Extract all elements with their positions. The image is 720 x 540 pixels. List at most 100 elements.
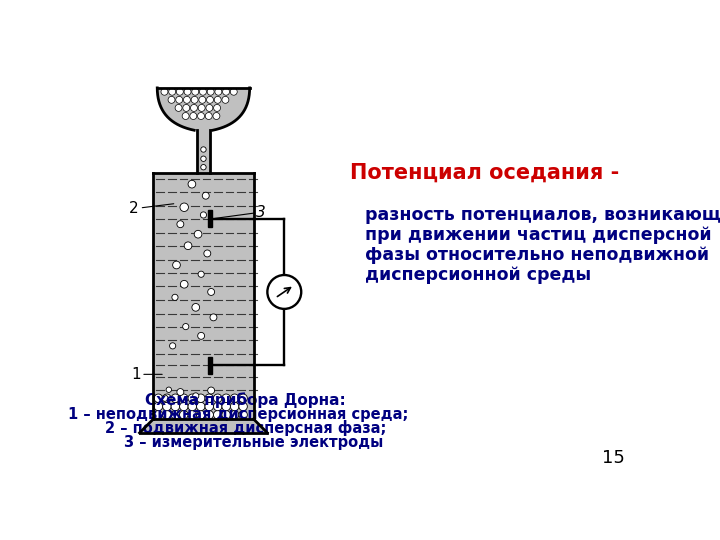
Text: 3: 3 (256, 205, 266, 220)
Circle shape (168, 88, 176, 95)
Circle shape (154, 394, 163, 402)
Circle shape (222, 88, 230, 95)
Circle shape (198, 104, 205, 111)
Circle shape (194, 231, 202, 238)
Circle shape (171, 394, 179, 402)
Circle shape (206, 104, 213, 111)
Circle shape (207, 96, 214, 103)
Circle shape (154, 410, 163, 419)
Circle shape (184, 88, 191, 95)
Bar (207, 356, 212, 374)
Text: 2: 2 (130, 201, 139, 217)
Circle shape (188, 394, 197, 402)
Circle shape (205, 402, 213, 411)
Circle shape (180, 203, 189, 212)
Circle shape (199, 96, 206, 103)
Circle shape (213, 112, 220, 119)
Circle shape (213, 394, 222, 402)
Circle shape (154, 402, 163, 411)
Circle shape (172, 294, 178, 300)
Circle shape (202, 192, 210, 199)
Circle shape (205, 394, 213, 402)
Circle shape (162, 395, 168, 401)
Circle shape (230, 88, 237, 95)
Circle shape (230, 410, 239, 419)
Circle shape (170, 343, 176, 349)
Circle shape (171, 402, 179, 411)
Circle shape (171, 410, 179, 419)
Circle shape (188, 180, 196, 188)
Polygon shape (157, 88, 250, 130)
Circle shape (239, 410, 248, 419)
Circle shape (184, 242, 192, 249)
Bar (207, 210, 212, 227)
Circle shape (173, 261, 180, 269)
Circle shape (197, 410, 205, 419)
Circle shape (205, 410, 213, 419)
Circle shape (213, 402, 222, 411)
Circle shape (193, 393, 199, 399)
Circle shape (204, 250, 211, 257)
Text: 15: 15 (602, 449, 625, 467)
Circle shape (179, 410, 188, 419)
Circle shape (197, 402, 205, 411)
Text: Потенциал оседания -: Потенциал оседания - (350, 163, 619, 183)
Circle shape (192, 303, 199, 311)
Circle shape (168, 96, 175, 103)
Circle shape (190, 112, 197, 119)
Circle shape (163, 394, 171, 402)
Polygon shape (140, 419, 267, 433)
Circle shape (201, 165, 206, 170)
Circle shape (197, 394, 205, 402)
Circle shape (201, 156, 206, 161)
Text: дисперсионной среды: дисперсионной среды (365, 266, 591, 284)
Circle shape (175, 104, 182, 111)
Text: 1 – неподвижная дисперсионная среда;: 1 – неподвижная дисперсионная среда; (68, 407, 408, 422)
Circle shape (210, 314, 217, 321)
Text: фазы относительно неподвижной: фазы относительно неподвижной (365, 246, 709, 264)
Text: 3 – измерительные электроды: 3 – измерительные электроды (124, 435, 383, 450)
Text: при движении частиц дисперсной: при движении частиц дисперсной (365, 226, 712, 244)
Circle shape (163, 402, 171, 411)
Circle shape (239, 394, 248, 402)
Circle shape (222, 394, 230, 402)
Circle shape (197, 112, 204, 119)
Text: разность потенциалов, возникающая: разность потенциалов, возникающая (365, 206, 720, 224)
Circle shape (199, 88, 207, 95)
Circle shape (215, 88, 222, 95)
Circle shape (161, 88, 168, 95)
Circle shape (230, 402, 239, 411)
Circle shape (188, 410, 197, 419)
Text: Схема прибора Дорна:: Схема прибора Дорна: (145, 393, 346, 408)
Circle shape (205, 112, 212, 119)
Circle shape (184, 96, 190, 103)
Circle shape (198, 333, 204, 339)
Circle shape (192, 88, 199, 95)
Circle shape (230, 394, 239, 402)
Circle shape (180, 280, 188, 288)
Circle shape (183, 323, 189, 330)
Circle shape (179, 402, 188, 411)
Circle shape (207, 88, 214, 95)
Circle shape (239, 402, 248, 411)
Circle shape (222, 96, 229, 103)
Circle shape (179, 394, 188, 402)
Circle shape (166, 387, 171, 393)
Circle shape (176, 96, 183, 103)
Circle shape (214, 104, 220, 111)
Circle shape (177, 221, 184, 228)
Circle shape (207, 387, 215, 394)
Text: 2 – подвижная дисперсная фаза;: 2 – подвижная дисперсная фаза; (105, 420, 387, 436)
Circle shape (191, 104, 197, 111)
Circle shape (182, 112, 189, 119)
Text: 1: 1 (131, 367, 140, 382)
Circle shape (215, 96, 221, 103)
Circle shape (200, 212, 207, 218)
Circle shape (177, 389, 184, 395)
Circle shape (183, 104, 190, 111)
Circle shape (213, 410, 222, 419)
Polygon shape (153, 173, 253, 419)
Circle shape (176, 88, 184, 95)
Circle shape (201, 147, 206, 152)
Circle shape (207, 288, 215, 295)
